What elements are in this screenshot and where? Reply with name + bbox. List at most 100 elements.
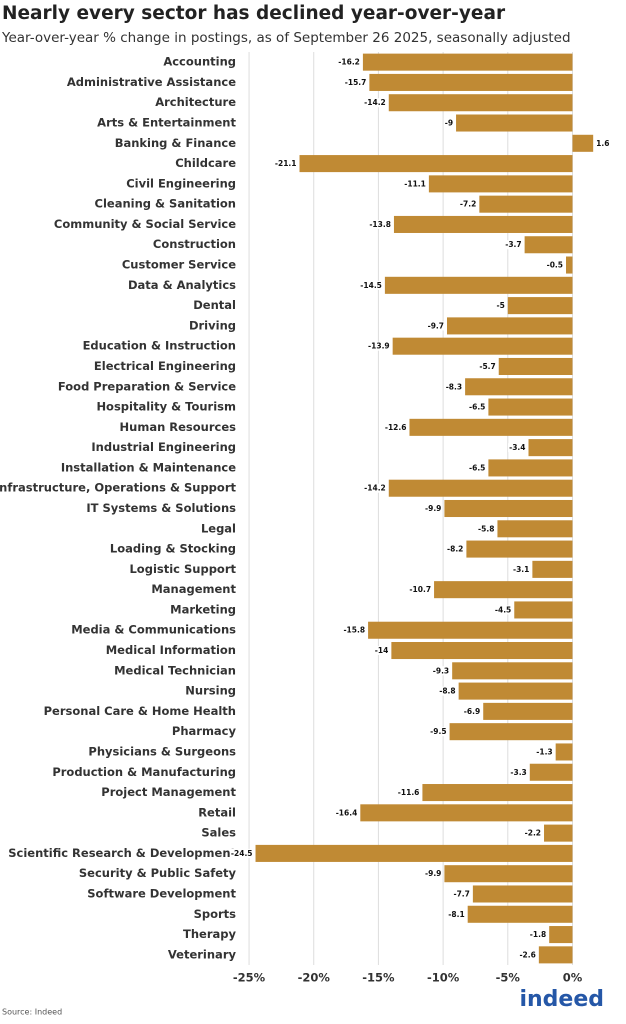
y-tick-label: Personal Care & Home Health xyxy=(44,704,236,718)
value-label: -14 xyxy=(375,646,389,655)
y-tick-label: Banking & Finance xyxy=(115,136,237,150)
value-label: -5 xyxy=(496,301,504,310)
value-label: -14.2 xyxy=(364,484,386,493)
bar xyxy=(555,743,573,761)
y-tick-label: Retail xyxy=(198,805,236,819)
value-label: -1.3 xyxy=(536,747,552,756)
y-tick-label: Scientific Research & Development xyxy=(8,846,236,860)
value-label: -3.7 xyxy=(505,240,521,249)
bar xyxy=(255,844,573,862)
value-label: -11.6 xyxy=(398,788,420,797)
x-tick-label: -20% xyxy=(298,971,331,985)
value-label: -21.1 xyxy=(275,159,297,168)
value-label-bg xyxy=(462,706,482,716)
value-label: -9 xyxy=(445,119,453,128)
value-label-bg xyxy=(383,422,408,432)
value-label: -8.2 xyxy=(447,545,463,554)
bar xyxy=(507,297,573,315)
value-label: -9.5 xyxy=(430,727,446,736)
x-tick-label: -5% xyxy=(496,971,521,985)
value-label: -16.2 xyxy=(338,58,360,67)
value-label-bg xyxy=(396,788,421,798)
y-tick-label: Therapy xyxy=(183,927,236,941)
bar xyxy=(497,520,573,538)
value-label-bg xyxy=(493,605,513,615)
bar xyxy=(434,581,573,599)
y-tick-label: Sports xyxy=(194,907,237,921)
value-label-bg xyxy=(342,625,367,635)
value-label-bg xyxy=(373,646,390,656)
y-tick-label: Medical Technician xyxy=(114,663,236,677)
value-label: -7.7 xyxy=(453,889,469,898)
bar xyxy=(544,824,573,842)
bar xyxy=(488,459,573,477)
value-label: -5.8 xyxy=(478,524,494,533)
y-tick-label: Education & Instruction xyxy=(83,339,236,353)
y-tick-label: Data & Analytics xyxy=(128,278,236,292)
value-label-bg xyxy=(445,544,465,554)
x-tick-label: 0% xyxy=(563,971,583,985)
value-label-bg xyxy=(478,361,497,371)
value-label: -4.5 xyxy=(495,605,511,614)
bar xyxy=(422,784,573,802)
y-tick-label: Installation & Maintenance xyxy=(61,460,236,474)
bar xyxy=(498,357,573,375)
value-label: -9.3 xyxy=(433,666,449,675)
value-label-bg xyxy=(518,950,537,960)
bar xyxy=(538,946,573,964)
value-label-bg xyxy=(334,808,359,818)
y-tick-label: Legal xyxy=(201,521,236,535)
bar xyxy=(369,73,573,91)
value-label: -8.3 xyxy=(446,382,462,391)
value-label-bg xyxy=(273,159,298,169)
bar xyxy=(384,276,573,294)
logo: indeed xyxy=(519,987,604,1012)
y-tick-label: Industrial Engineering xyxy=(91,440,236,454)
bar xyxy=(458,682,573,700)
bar xyxy=(566,256,573,274)
value-label-bg xyxy=(438,686,457,696)
value-label: -6.5 xyxy=(469,463,485,472)
y-tick-label: Sales xyxy=(201,826,236,840)
bar xyxy=(524,236,573,254)
y-tick-label: Administrative Assistance xyxy=(67,75,236,89)
value-label: -2.6 xyxy=(519,950,535,959)
bar xyxy=(360,804,573,822)
y-tick-label: Logistic Support xyxy=(129,562,236,576)
value-label: -11.1 xyxy=(404,179,426,188)
bar xyxy=(362,53,573,71)
bar xyxy=(446,317,573,335)
bar xyxy=(488,398,573,416)
y-tick-label: Food Preparation & Service xyxy=(58,379,236,393)
y-tick-label: Architecture xyxy=(155,95,236,109)
y-tick-label: Hospitality & Tourism xyxy=(96,400,236,414)
bar xyxy=(479,195,573,213)
value-label-bg xyxy=(504,240,523,250)
bar xyxy=(528,439,573,457)
value-label-bg xyxy=(444,382,464,392)
bar xyxy=(572,134,594,152)
bar xyxy=(472,885,573,903)
source: Source: Indeed xyxy=(2,1008,62,1017)
value-label-bg xyxy=(528,930,548,940)
value-label: -15.7 xyxy=(345,78,367,87)
value-label-bg xyxy=(429,727,448,737)
chart-subtitle: Year-over-year % change in postings, as … xyxy=(1,30,571,46)
value-label-bg xyxy=(423,869,443,879)
bar xyxy=(452,662,573,680)
y-tick-label: Management xyxy=(151,582,236,596)
value-label: -3.1 xyxy=(513,565,529,574)
value-label: 1.6 xyxy=(596,139,609,148)
value-label: -14.2 xyxy=(364,98,386,107)
value-label: -10.7 xyxy=(409,585,431,594)
y-tick-label: Arts & Entertainment xyxy=(97,116,236,130)
value-label: -3.4 xyxy=(509,443,525,452)
value-label: -1.8 xyxy=(530,930,546,939)
bar xyxy=(444,865,573,883)
value-label-bg xyxy=(477,524,496,534)
y-tick-label: Dental xyxy=(193,298,236,312)
value-label-bg xyxy=(545,260,565,270)
y-tick-label: Production & Manufacturing xyxy=(52,765,236,779)
value-label-bg xyxy=(363,483,387,493)
